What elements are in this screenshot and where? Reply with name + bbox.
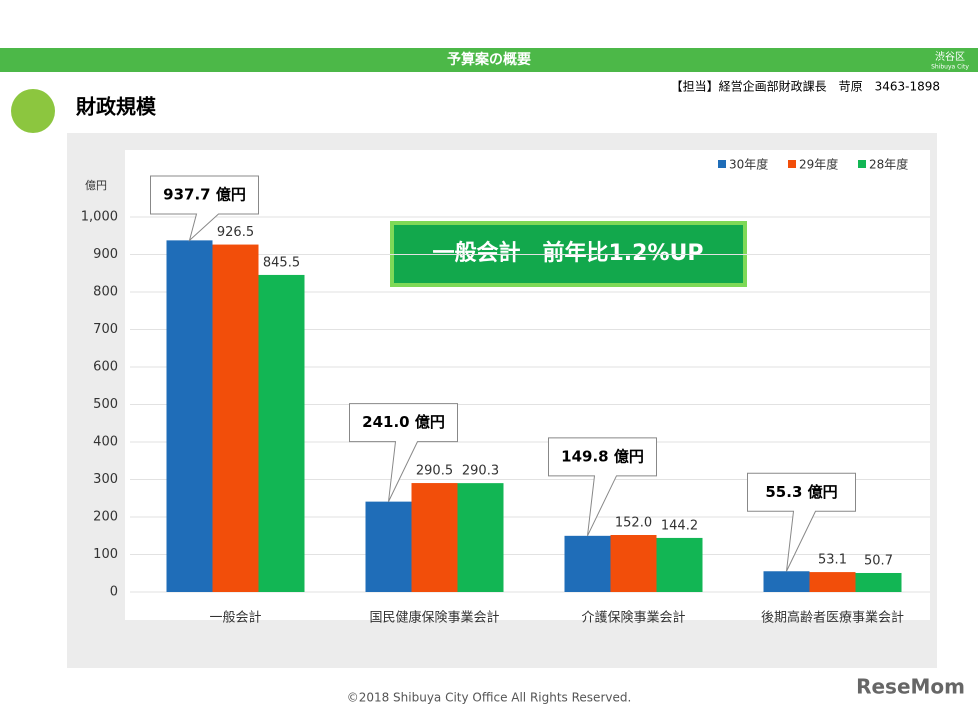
value-label: 937.7 億円 bbox=[163, 186, 246, 204]
x-tick-label: 介護保険事業会計 bbox=[581, 610, 685, 626]
x-tick-label: 後期高齢者医療事業会計 bbox=[761, 610, 904, 626]
y-tick-label: 1,000 bbox=[81, 210, 118, 225]
value-label: 290.3 bbox=[462, 464, 499, 479]
y-tick-label: 300 bbox=[93, 472, 118, 487]
value-label: 144.2 bbox=[661, 518, 698, 533]
bar bbox=[809, 572, 856, 592]
bar bbox=[564, 535, 611, 592]
watermark: ReseMom bbox=[856, 675, 965, 699]
legend-swatch bbox=[858, 160, 866, 168]
y-unit: 億円 bbox=[85, 179, 107, 192]
value-label: 149.8 億円 bbox=[561, 447, 644, 465]
annotation: 一般会計 前年比1.2%UP bbox=[432, 240, 703, 266]
x-tick-label: 一般会計 bbox=[209, 610, 261, 626]
y-tick-label: 0 bbox=[110, 585, 118, 600]
contact: 【担当】経営企画部財政課長 苛原 3463-1898 bbox=[671, 79, 940, 94]
legend-label: 28年度 bbox=[869, 157, 908, 172]
header-bar bbox=[0, 48, 978, 72]
heading: 財政規模 bbox=[76, 95, 157, 119]
y-tick-label: 800 bbox=[93, 285, 118, 300]
bar bbox=[365, 501, 412, 592]
y-tick-label: 900 bbox=[93, 247, 118, 262]
value-label: 50.7 bbox=[864, 553, 893, 568]
y-tick-label: 100 bbox=[93, 547, 118, 562]
value-label: 241.0 億円 bbox=[362, 413, 445, 431]
logo: 渋谷区 bbox=[935, 50, 965, 63]
y-tick-label: 400 bbox=[93, 435, 118, 450]
bar bbox=[258, 274, 305, 592]
legend-swatch bbox=[718, 160, 726, 168]
value-label: 926.5 bbox=[217, 225, 254, 240]
bar bbox=[166, 240, 213, 593]
callout-box bbox=[548, 437, 657, 537]
logo-circle bbox=[11, 89, 55, 133]
value-label: 152.0 bbox=[615, 516, 652, 531]
value-label: 53.1 bbox=[818, 553, 847, 568]
bar bbox=[610, 535, 657, 592]
callout-box bbox=[747, 472, 856, 572]
legend-box bbox=[705, 152, 927, 178]
bar bbox=[212, 244, 259, 592]
bar bbox=[457, 483, 504, 592]
bar bbox=[411, 483, 458, 592]
y-tick-label: 600 bbox=[93, 360, 118, 375]
value-label: 845.5 bbox=[263, 255, 300, 270]
y-tick-label: 500 bbox=[93, 397, 118, 412]
legend-swatch bbox=[788, 160, 796, 168]
bar bbox=[855, 572, 902, 592]
x-tick-label: 国民健康保険事業会計 bbox=[369, 610, 499, 626]
callout-box bbox=[150, 175, 259, 242]
bar bbox=[763, 571, 810, 592]
callout-box bbox=[349, 403, 458, 502]
header-title: 予算案の概要 bbox=[447, 51, 531, 68]
bar bbox=[656, 537, 703, 592]
legend-label: 30年度 bbox=[729, 157, 768, 172]
y-tick-label: 200 bbox=[93, 510, 118, 525]
value-label: 290.5 bbox=[416, 464, 453, 479]
y-tick-label: 700 bbox=[93, 322, 118, 337]
copyright: ©2018 Shibuya City Office All Rights Res… bbox=[347, 691, 632, 705]
legend-label: 29年度 bbox=[799, 157, 838, 172]
logo-sub: Shibuya City bbox=[931, 64, 969, 71]
value-label: 55.3 億円 bbox=[765, 483, 837, 501]
